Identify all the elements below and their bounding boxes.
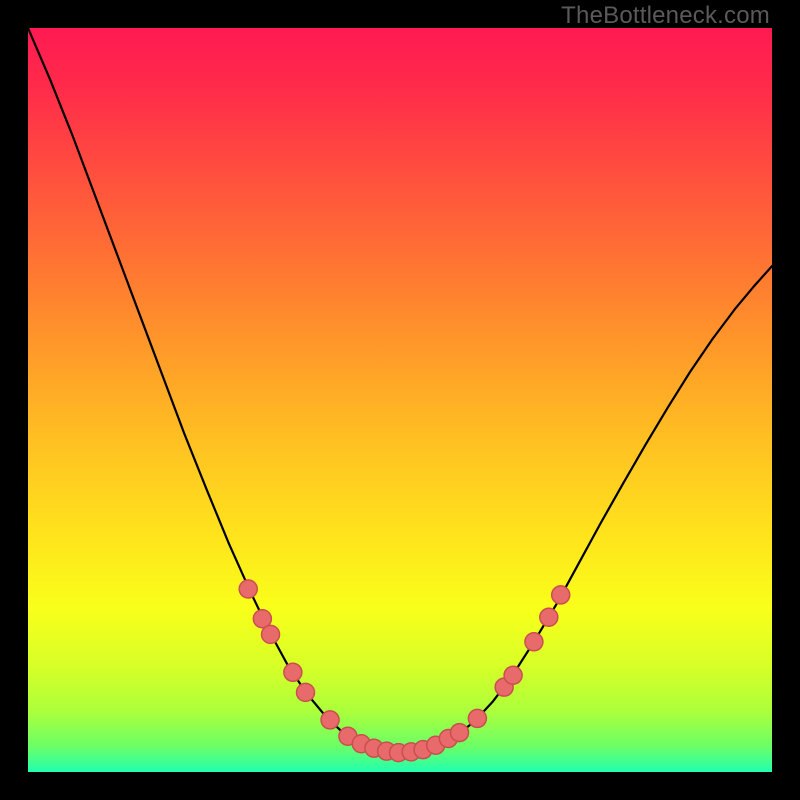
curve-marker: [284, 663, 302, 681]
curve-marker: [525, 633, 543, 651]
curve-marker: [504, 666, 522, 684]
curve-marker: [451, 724, 469, 742]
curve-marker: [297, 683, 315, 701]
watermark-text: TheBottleneck.com: [561, 2, 770, 30]
curve-marker: [540, 608, 558, 626]
curve-marker: [552, 586, 570, 604]
curve-marker: [321, 711, 339, 729]
curve-marker: [262, 625, 280, 643]
curve-marker: [468, 709, 486, 727]
curve-marker: [239, 580, 257, 598]
gradient-background: [28, 28, 772, 772]
bottleneck-chart: [28, 28, 772, 772]
